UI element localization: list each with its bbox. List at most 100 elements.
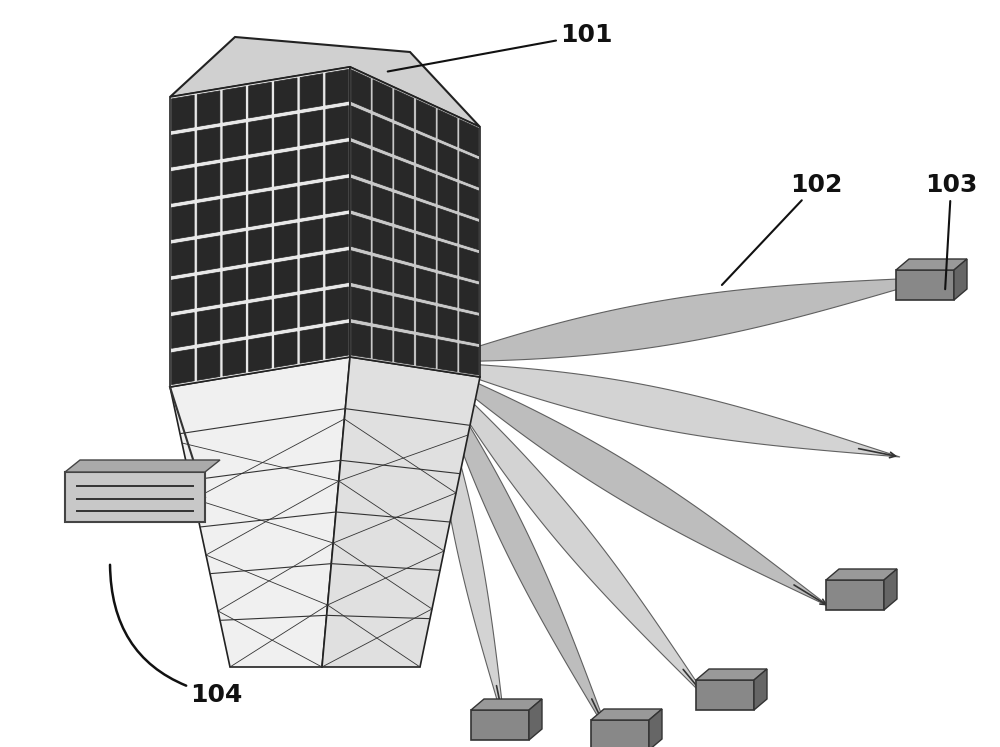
Polygon shape	[430, 362, 710, 702]
Polygon shape	[529, 699, 542, 740]
Polygon shape	[223, 87, 246, 123]
Polygon shape	[274, 114, 297, 150]
Polygon shape	[300, 327, 323, 363]
Polygon shape	[223, 268, 246, 303]
Polygon shape	[438, 143, 457, 179]
FancyBboxPatch shape	[471, 710, 529, 740]
Polygon shape	[826, 569, 897, 580]
Polygon shape	[170, 67, 350, 387]
Polygon shape	[300, 146, 323, 182]
Polygon shape	[460, 184, 479, 218]
Polygon shape	[351, 106, 370, 145]
Polygon shape	[438, 307, 457, 339]
Polygon shape	[351, 323, 370, 358]
Polygon shape	[373, 292, 392, 326]
Polygon shape	[300, 291, 323, 327]
Polygon shape	[395, 297, 414, 331]
Polygon shape	[351, 251, 370, 287]
Polygon shape	[438, 340, 457, 371]
Polygon shape	[300, 110, 323, 146]
Polygon shape	[430, 362, 830, 607]
Polygon shape	[416, 167, 435, 203]
Polygon shape	[326, 105, 348, 141]
Text: 101: 101	[388, 23, 612, 72]
Polygon shape	[197, 236, 220, 271]
Polygon shape	[471, 699, 542, 710]
Polygon shape	[223, 159, 246, 195]
Polygon shape	[351, 69, 370, 110]
Polygon shape	[223, 341, 246, 376]
Polygon shape	[649, 709, 662, 747]
Polygon shape	[197, 272, 220, 308]
Polygon shape	[326, 214, 348, 250]
Polygon shape	[197, 199, 220, 235]
Polygon shape	[326, 69, 348, 105]
Polygon shape	[696, 669, 767, 680]
Polygon shape	[416, 268, 435, 303]
Polygon shape	[249, 300, 271, 335]
Polygon shape	[249, 227, 271, 263]
Polygon shape	[430, 277, 940, 362]
Polygon shape	[197, 309, 220, 344]
Polygon shape	[430, 362, 900, 457]
Polygon shape	[249, 191, 271, 226]
Polygon shape	[274, 150, 297, 186]
Polygon shape	[274, 223, 297, 258]
Polygon shape	[395, 332, 414, 365]
Polygon shape	[430, 362, 610, 737]
Polygon shape	[395, 159, 414, 196]
Polygon shape	[373, 150, 392, 188]
Polygon shape	[438, 208, 457, 243]
Polygon shape	[351, 287, 370, 323]
Polygon shape	[591, 709, 662, 720]
Polygon shape	[197, 344, 220, 380]
Polygon shape	[223, 232, 246, 267]
FancyBboxPatch shape	[65, 472, 205, 522]
Polygon shape	[438, 110, 457, 146]
Polygon shape	[172, 95, 194, 131]
Polygon shape	[884, 569, 897, 610]
Polygon shape	[300, 74, 323, 109]
Polygon shape	[395, 90, 414, 128]
Polygon shape	[300, 182, 323, 218]
Polygon shape	[373, 80, 392, 119]
Polygon shape	[954, 259, 967, 300]
Polygon shape	[197, 127, 220, 163]
Polygon shape	[274, 259, 297, 295]
Polygon shape	[896, 259, 967, 270]
Polygon shape	[274, 187, 297, 223]
Polygon shape	[223, 195, 246, 231]
Polygon shape	[172, 204, 194, 240]
Polygon shape	[172, 349, 194, 385]
Polygon shape	[460, 311, 479, 344]
Polygon shape	[438, 241, 457, 275]
Polygon shape	[351, 179, 370, 216]
FancyBboxPatch shape	[896, 270, 954, 300]
Polygon shape	[373, 327, 392, 362]
Text: 102: 102	[722, 173, 842, 285]
Polygon shape	[326, 179, 348, 214]
Polygon shape	[373, 256, 392, 292]
Polygon shape	[460, 216, 479, 249]
Polygon shape	[754, 669, 767, 710]
Polygon shape	[438, 176, 457, 211]
Polygon shape	[416, 133, 435, 170]
Polygon shape	[326, 251, 348, 286]
Polygon shape	[197, 91, 220, 126]
Polygon shape	[350, 67, 480, 377]
Polygon shape	[326, 323, 348, 359]
Polygon shape	[274, 332, 297, 368]
Polygon shape	[249, 82, 271, 118]
Polygon shape	[416, 335, 435, 368]
Polygon shape	[430, 362, 505, 727]
FancyBboxPatch shape	[591, 720, 649, 747]
Polygon shape	[416, 235, 435, 269]
Polygon shape	[249, 264, 271, 300]
Polygon shape	[249, 119, 271, 154]
Polygon shape	[274, 78, 297, 114]
Polygon shape	[172, 313, 194, 348]
Polygon shape	[416, 201, 435, 236]
Polygon shape	[223, 123, 246, 158]
Polygon shape	[322, 357, 480, 667]
Polygon shape	[300, 219, 323, 255]
